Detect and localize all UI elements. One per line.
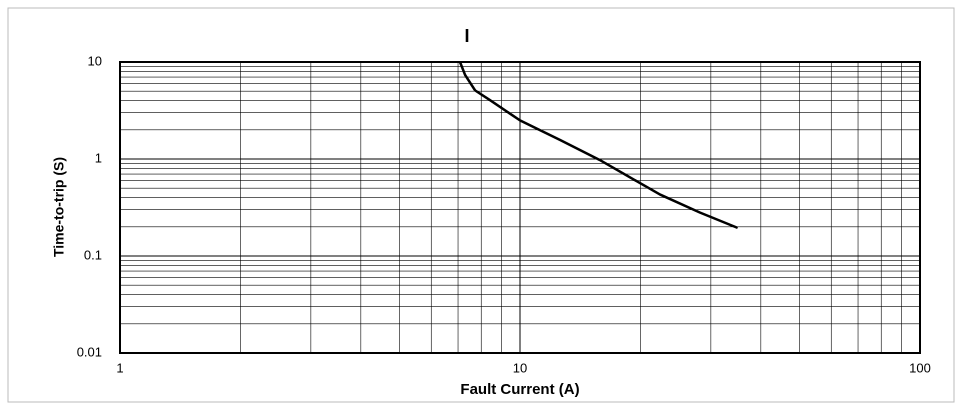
x-tick-label: 10: [513, 360, 527, 375]
y-tick-label: 0.1: [84, 247, 102, 262]
y-axis-label: Time-to-trip (S): [51, 157, 67, 257]
y-tick-label: 0.01: [77, 344, 102, 359]
y-tick-label: 10: [88, 53, 102, 68]
x-axis-label: Fault Current (A): [460, 381, 579, 398]
x-tick-label: 100: [909, 360, 931, 375]
y-tick-label: 1: [95, 150, 102, 165]
x-tick-label: 1: [116, 360, 123, 375]
series-line: [458, 61, 739, 230]
chart-title: I: [464, 26, 469, 46]
frame: [7, 7, 955, 403]
plot-border: [119, 61, 921, 354]
